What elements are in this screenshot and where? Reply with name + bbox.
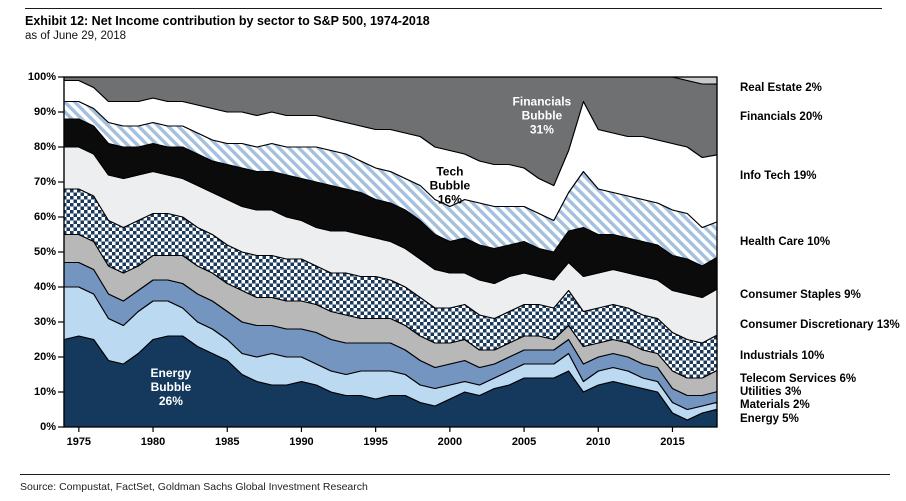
x-axis-tick-label: 1990 bbox=[289, 436, 314, 448]
x-axis-tick-label: 2000 bbox=[437, 436, 463, 448]
y-axis-tick-label: 80% bbox=[33, 141, 56, 153]
x-axis-tick-label: 2015 bbox=[660, 436, 685, 448]
sector-label-info-tech-19-: Info Tech 19% bbox=[740, 170, 817, 182]
sector-label-industrials-10-: Industrials 10% bbox=[740, 350, 825, 362]
annotation-energy-bubble-26-: Energy Bubble 26% bbox=[151, 366, 192, 408]
sector-label-health-care-10-: Health Care 10% bbox=[740, 236, 831, 248]
annotation-tech-bubble-16-: Tech Bubble 16% bbox=[430, 165, 471, 207]
x-axis-tick-label: 2005 bbox=[511, 436, 537, 448]
y-axis-tick-label: 90% bbox=[33, 106, 56, 118]
sector-label-real-estate-2-: Real Estate 2% bbox=[740, 82, 822, 94]
sector-label-financials-20-: Financials 20% bbox=[740, 111, 823, 123]
y-axis-tick-label: 70% bbox=[33, 176, 56, 188]
sector-label-materials-2-: Materials 2% bbox=[740, 399, 810, 411]
y-axis-tick-label: 30% bbox=[33, 316, 56, 328]
x-axis-tick-label: 1985 bbox=[215, 436, 240, 448]
sector-label-consumer-staples-9-: Consumer Staples 9% bbox=[740, 289, 861, 301]
sector-label-consumer-discretionary-13-: Consumer Discretionary 13% bbox=[740, 319, 900, 331]
x-axis-tick-label: 1995 bbox=[363, 436, 388, 448]
exhibit-title: Exhibit 12: Net Income contribution by s… bbox=[25, 14, 430, 28]
y-axis-tick-label: 100% bbox=[27, 71, 56, 83]
y-axis-tick-label: 10% bbox=[33, 386, 56, 398]
top-divider bbox=[25, 8, 882, 9]
y-axis-tick-label: 60% bbox=[33, 211, 56, 223]
y-axis-tick-label: 40% bbox=[33, 281, 56, 293]
x-axis-tick-label: 2010 bbox=[586, 436, 611, 448]
sector-label-utilities-3-: Utilities 3% bbox=[740, 386, 802, 398]
exhibit-subtitle: as of June 29, 2018 bbox=[25, 30, 127, 42]
annotation-financials-bubble-31-: Financials Bubble 31% bbox=[513, 95, 572, 137]
x-axis-tick-label: 1975 bbox=[66, 436, 92, 448]
y-axis-tick-label: 50% bbox=[33, 246, 56, 258]
source-note: Source: Compustat, FactSet, Goldman Sach… bbox=[20, 481, 368, 493]
x-axis-tick-label: 1980 bbox=[140, 436, 166, 448]
sector-label-telecom-services-6-: Telecom Services 6% bbox=[740, 373, 857, 385]
bottom-divider bbox=[20, 474, 890, 475]
sector-label-energy-5-: Energy 5% bbox=[740, 413, 799, 425]
y-axis-tick-label: 0% bbox=[40, 421, 56, 433]
y-axis-tick-label: 20% bbox=[33, 351, 56, 363]
